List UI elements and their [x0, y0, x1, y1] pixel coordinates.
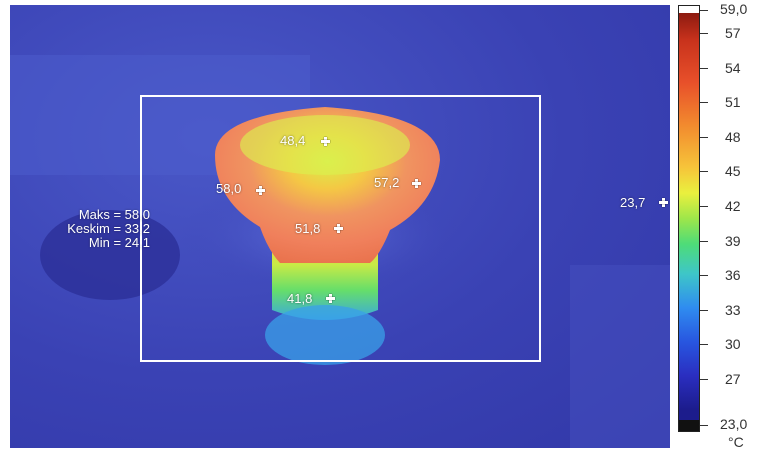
- scale-tick-label: 48: [725, 128, 741, 145]
- spot-background-label: 23,7: [620, 195, 646, 210]
- spot-base-label: 41,8: [287, 291, 313, 306]
- area-statistics: Maks = 58,0 Keskim = 33,2 Min = 24,1: [30, 208, 150, 250]
- scale-tick: [700, 102, 708, 104]
- spot-left-marker[interactable]: [256, 186, 265, 195]
- bulb-base-reflection: [265, 305, 385, 365]
- spot-left-label: 58,0: [216, 181, 242, 196]
- scale-tick-label: 45: [725, 163, 741, 180]
- scale-tick: [700, 171, 708, 173]
- spot-right-label: 57,2: [374, 175, 400, 190]
- scale-tick: [700, 275, 708, 277]
- measurement-area-box[interactable]: [140, 95, 541, 362]
- scale-tick-min: [700, 425, 708, 426]
- scale-tick-max: [700, 10, 708, 11]
- temperature-color-scale: [678, 5, 700, 432]
- scale-tick-label: 33: [725, 301, 741, 318]
- scale-tick-label: 39: [725, 232, 741, 249]
- scale-tick: [700, 344, 708, 346]
- scale-tick-label: 30: [725, 336, 741, 353]
- spot-right-marker[interactable]: [412, 179, 421, 188]
- scale-tick: [700, 136, 708, 138]
- background-hole: [40, 210, 180, 300]
- scale-tick-label: 54: [725, 59, 741, 76]
- scale-min-label: 23,0: [720, 416, 748, 432]
- spot-center-marker[interactable]: [334, 224, 343, 233]
- thermal-image: Maks = 58,0 Keskim = 33,2 Min = 24,1 48,…: [10, 5, 670, 448]
- spot-top-label: 48,4: [280, 133, 306, 148]
- scale-tick-label: 42: [725, 197, 741, 214]
- spot-top-marker[interactable]: [321, 137, 330, 146]
- scale-tick-label: 57: [725, 25, 741, 42]
- scale-tick: [700, 309, 708, 311]
- spot-center-label: 51,8: [295, 221, 321, 236]
- scale-tick: [700, 33, 708, 35]
- scale-tick: [700, 240, 708, 242]
- stat-mean: Keskim = 33,2: [67, 221, 150, 236]
- scale-tick: [700, 67, 708, 69]
- scale-tick: [700, 205, 708, 207]
- stat-max: Maks = 58,0: [78, 207, 150, 222]
- stat-min: Min = 24,1: [88, 235, 150, 250]
- scale-tick-label: 27: [725, 370, 741, 387]
- scale-max-label: 59,0: [720, 1, 748, 17]
- thermal-scene: [10, 55, 670, 448]
- scale-tick: [700, 378, 708, 380]
- spot-background-marker[interactable]: [659, 198, 668, 207]
- scale-tick-label: 51: [725, 94, 741, 111]
- scale-tick-label: 36: [725, 267, 741, 284]
- background-right: [570, 265, 670, 448]
- scale-unit-label: °C: [728, 434, 744, 450]
- spot-base-marker[interactable]: [326, 294, 335, 303]
